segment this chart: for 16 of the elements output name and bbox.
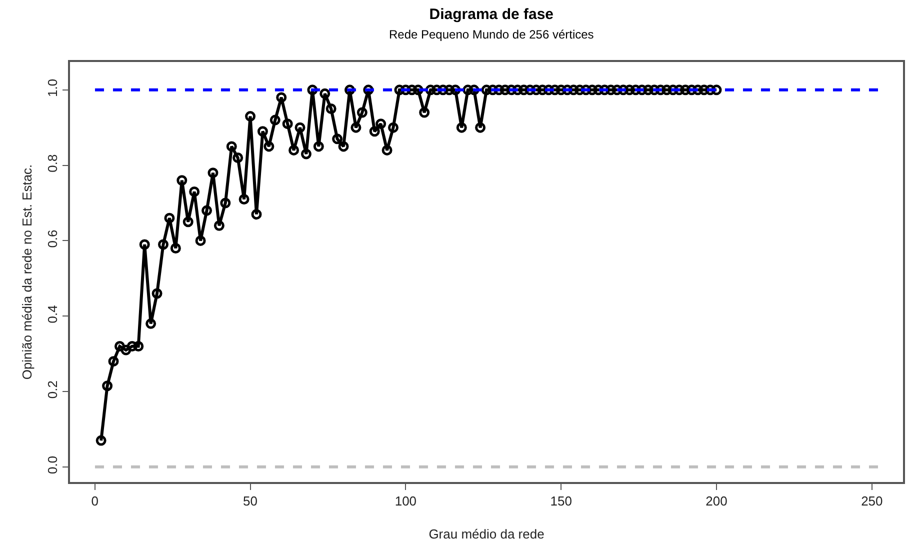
x-tick-label: 200 [706,493,728,508]
y-tick-label: 0.0 [45,456,60,474]
y-tick-label: 0.8 [45,154,60,172]
x-tick-label: 100 [394,493,417,508]
chart-title: Diagrama de fase [429,6,554,24]
x-tick-label: 150 [550,493,572,508]
x-tick-label: 0 [91,493,98,508]
y-tick-label: 0.2 [45,380,60,399]
x-axis-title: Grau médio da rede [428,526,544,542]
chart-subtitle: Rede Pequeno Mundo de 256 vértices [388,28,594,42]
x-tick-label: 250 [861,493,883,508]
y-tick-label: 0.6 [45,230,60,248]
y-tick-label: 0.4 [45,305,60,324]
y-tick-label: 1.0 [45,78,60,97]
y-axis-title: Opinião média da rede no Est. Estac. [20,164,34,380]
x-tick-label: 50 [243,493,258,508]
